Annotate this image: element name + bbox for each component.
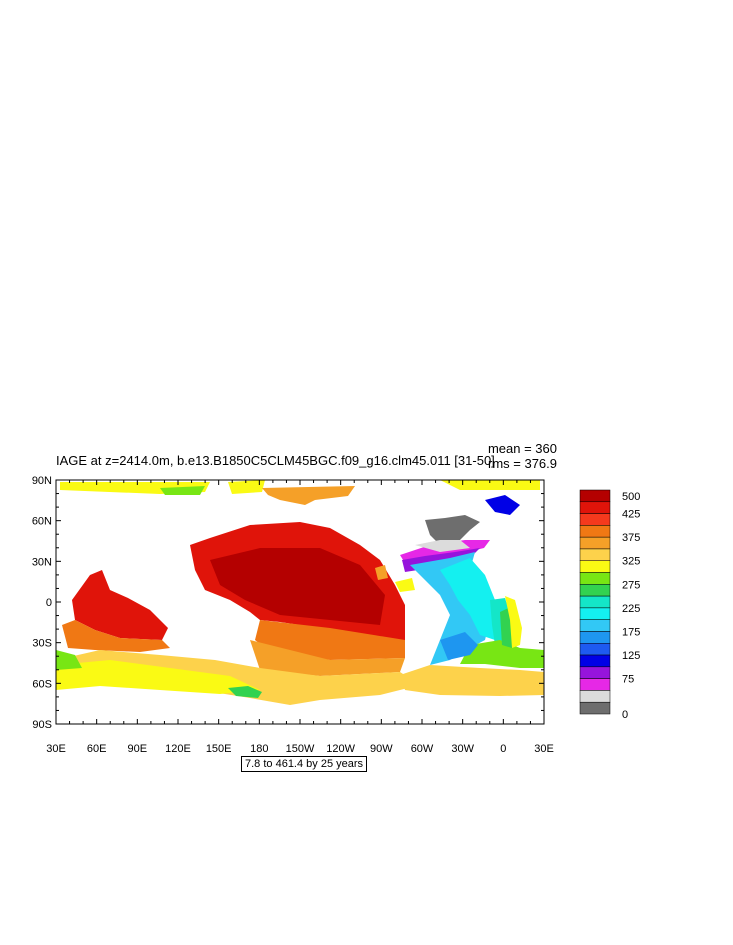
lon-label: 30E (46, 743, 66, 755)
colorbar-swatch (579, 548, 611, 561)
arctic-yellow-patch-2 (228, 480, 265, 494)
colorbar-swatch (579, 631, 611, 644)
lat-label: 30N (32, 556, 52, 568)
lon-label: 150E (206, 743, 232, 755)
colorbar-labels: 500 425 375 325 275 225 175 125 75 0 (622, 491, 640, 721)
contour-info-box: 7.8 to 461.4 by 25 years (241, 756, 368, 772)
colorbar-swatch (579, 678, 611, 691)
colorbar-label: 325 (622, 556, 640, 568)
southern-ocean-yellow (56, 650, 420, 705)
colorbar-swatch (579, 525, 611, 538)
colorbar-swatch (579, 513, 611, 526)
mean-value: mean = 360 (487, 441, 557, 456)
lon-label: 90W (370, 743, 393, 755)
colorbar-label: 75 (622, 674, 634, 686)
north-pacific-darkred (210, 548, 385, 625)
colorbar-swatch (579, 701, 611, 715)
indian-green-patch (56, 650, 82, 670)
lon-label: 30W (451, 743, 474, 755)
lon-label: 180 (250, 743, 268, 755)
colorbar (579, 489, 611, 715)
colorbar-swatch (579, 560, 611, 573)
gulf-orange (375, 565, 388, 580)
atlantic-lightblue (410, 552, 490, 665)
colorbar-swatch (579, 501, 611, 514)
atlantic-blue (440, 632, 478, 660)
nordic-blue (485, 495, 520, 515)
colorbar-swatch (579, 666, 611, 679)
colorbar-swatch (579, 607, 611, 620)
colorbar-swatch (579, 643, 611, 656)
southern-atlantic-yellow (400, 665, 544, 696)
latitude-labels: 90N 60N 30N 0 30S 60S 90S (32, 475, 52, 731)
caribbean-yellow (395, 578, 415, 592)
lon-label: 30E (534, 743, 554, 755)
east-atlantic-yellow (505, 596, 522, 648)
colorbar-swatch (579, 690, 611, 703)
colorbar-label: 225 (622, 603, 640, 615)
colorbar-label: 275 (622, 579, 640, 591)
colorbar-swatch (579, 489, 611, 503)
lat-label: 60S (32, 678, 52, 690)
indian-ocean-orange (62, 620, 170, 652)
axis-ticks (55, 479, 545, 725)
colorbar-swatch (579, 654, 611, 668)
arctic-green-patch (160, 486, 205, 495)
map-field (56, 480, 544, 724)
rms-value: rms = 376.9 (487, 456, 557, 471)
lat-label: 60N (32, 516, 52, 528)
lat-label: 90N (32, 475, 52, 487)
lon-label: 120W (326, 743, 355, 755)
colorbar-label: 175 (622, 626, 640, 638)
atlantic-green (460, 640, 544, 668)
lat-label: 0 (46, 597, 52, 609)
colorbar-swatch (579, 619, 611, 632)
lon-label: 60E (87, 743, 107, 755)
colorbar-swatch (579, 572, 611, 585)
southern-ocean-lemon (56, 660, 260, 694)
lat-label: 30S (32, 638, 52, 650)
labrador-lightgray (415, 540, 470, 552)
longitude-labels: 30E 60E 90E 120E 150E 180 150W 120W 90W 60W 30W 0 30… (46, 743, 554, 755)
colorbar-swatch (579, 584, 611, 597)
pacific-orange-band (255, 620, 405, 660)
colorbar-label: 375 (622, 532, 640, 544)
atlantic-cyan (440, 558, 500, 640)
lon-label: 90E (128, 743, 148, 755)
colorbar-swatch (579, 595, 611, 609)
plot-title: IAGE at z=2414.0m, b.e13.B1850C5CLM45BGC… (56, 453, 495, 468)
colorbar-label: 125 (622, 650, 640, 662)
colorbar-label: 500 (622, 491, 640, 503)
colorbar-label: 0 (622, 709, 628, 721)
lon-label: 0 (500, 743, 506, 755)
colorbar-swatch (579, 536, 611, 550)
indian-ocean-red (72, 570, 168, 640)
colorbar-label: 425 (622, 509, 640, 521)
pacific-lightorange-band (250, 640, 405, 676)
lon-label: 120E (165, 743, 191, 755)
greenland-gray (425, 515, 480, 545)
lon-label: 60W (411, 743, 434, 755)
arctic-yellow-patch-3 (440, 480, 540, 490)
lon-label: 150W (286, 743, 315, 755)
ross-sea-green (228, 686, 262, 698)
lat-label: 90S (32, 719, 52, 731)
arctic-orange-patch (262, 486, 355, 505)
